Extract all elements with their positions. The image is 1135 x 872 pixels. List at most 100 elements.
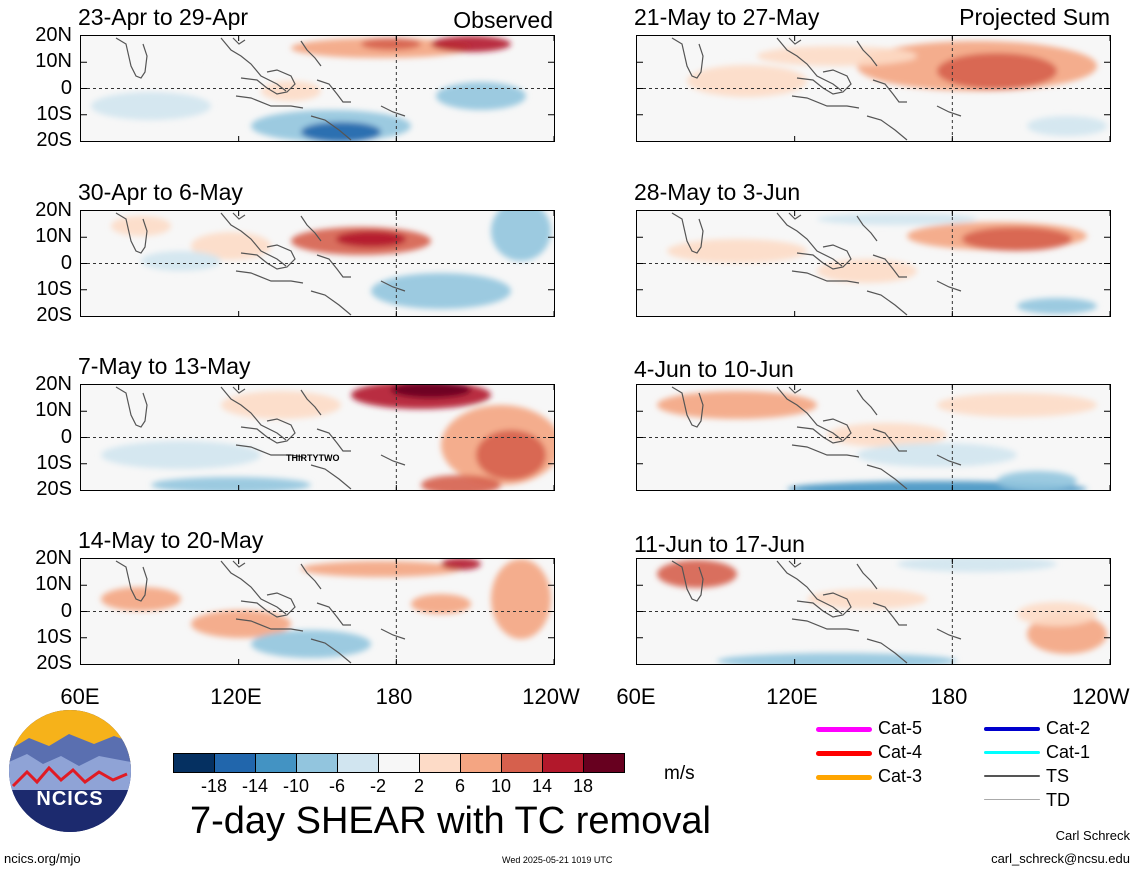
coastline (788, 37, 802, 45)
panel-tag: Projected Sum (959, 4, 1110, 30)
coastline (310, 638, 352, 664)
shear-field-region (491, 211, 551, 261)
lat-label: 10S (36, 451, 72, 474)
coastline (936, 105, 962, 117)
coastline (791, 444, 860, 458)
panel-title: 4-Jun to 10-Jun (634, 356, 794, 382)
shear-field-region (717, 653, 957, 664)
coastline (300, 563, 322, 590)
legend-label: Cat-5 (878, 718, 923, 738)
shear-field-region (441, 559, 481, 570)
shear-field-region (817, 213, 977, 225)
coastline (316, 428, 351, 452)
lat-label: 10S (36, 277, 72, 300)
shear-field-region (411, 594, 471, 614)
coastline (936, 280, 962, 292)
shear-field-region (191, 610, 291, 638)
coastline (310, 115, 352, 141)
coastline (316, 602, 351, 626)
coastline (796, 592, 852, 618)
coastline (856, 40, 878, 67)
colorbar-tick-label: 6 (454, 776, 465, 796)
shear-field-region (336, 231, 406, 247)
coastline (380, 280, 406, 292)
legend-swatch (816, 775, 872, 780)
coastline (220, 386, 287, 441)
coastline (220, 560, 287, 615)
lon-label: 180 (375, 684, 413, 709)
ncics-logo: NCICS (9, 710, 131, 832)
colorbar-swatch (214, 753, 256, 773)
panel-map (636, 35, 1111, 142)
coastline (776, 560, 843, 615)
shear-field-region (151, 477, 311, 490)
colorbar-tick-label: 10 (490, 776, 512, 796)
coastline (796, 244, 852, 270)
shear-field-region (361, 38, 421, 50)
colorbar-swatch (337, 753, 379, 773)
coastline (240, 244, 296, 270)
colorbar-tick-label: 14 (531, 776, 553, 796)
coastline (380, 628, 406, 640)
coastline (115, 560, 148, 602)
shear-field-region (1017, 602, 1097, 626)
coastline (872, 602, 907, 626)
shear-field-region (151, 69, 271, 93)
coastline (235, 270, 304, 284)
panel-map (80, 210, 555, 317)
coastline (310, 290, 352, 316)
coastline (872, 254, 907, 278)
coastline (232, 37, 246, 45)
coastline (380, 105, 406, 117)
coastline (115, 37, 148, 79)
shear-field-region (301, 561, 461, 577)
panel-title: 7-May to 13-May (78, 353, 251, 379)
footer-url: ncics.org/mjo (4, 851, 81, 866)
lat-label: 0 (60, 251, 72, 274)
panel-map (636, 558, 1111, 665)
colorbar-tick-label: -10 (282, 776, 309, 796)
lon-label: 120W (522, 684, 580, 709)
coastline (791, 95, 860, 109)
panel-title: 28-May to 3-Jun (634, 179, 801, 205)
shear-field-region (421, 475, 501, 490)
panel-title: 14-May to 20-May (78, 527, 264, 553)
shear-field-region (491, 559, 551, 639)
legend-label: Cat-2 (1046, 718, 1091, 738)
shear-field-region (111, 216, 171, 236)
panel-title: 11-Jun to 17-Jun (634, 531, 805, 557)
legend-swatch (984, 751, 1040, 754)
coastline (796, 418, 852, 444)
colorbar-tick-label: -18 (200, 776, 227, 796)
coastline (235, 618, 304, 632)
shear-field-region (1017, 298, 1097, 314)
shear-field-region (657, 560, 737, 588)
shear-field-region (261, 81, 321, 101)
lat-label: 0 (60, 425, 72, 448)
coastline (788, 560, 802, 568)
panel-map: THIRTYTWO (80, 384, 555, 491)
coastline (240, 418, 296, 444)
coastline (316, 79, 351, 103)
coastline (866, 638, 908, 664)
shear-field-region (91, 92, 211, 120)
logo-text: NCICS (36, 788, 104, 810)
coastline (220, 212, 287, 267)
coastline (872, 79, 907, 103)
panel-map (636, 210, 1111, 317)
lon-label: 120E (766, 684, 818, 709)
footer-email: carl_schreck@ncsu.edu (991, 851, 1130, 866)
footer-timestamp: Wed 2025-05-21 1019 UTC (502, 855, 613, 865)
coastline (671, 560, 704, 602)
colorbar-swatch (255, 753, 297, 773)
lon-label: 180 (930, 684, 968, 709)
colorbar-swatch (378, 753, 420, 773)
legend-label: TS (1046, 766, 1070, 786)
shear-field-region (817, 259, 917, 283)
legend-swatch (816, 727, 872, 732)
shear-field-region (937, 53, 1057, 89)
lon-label: 120W (1072, 686, 1130, 708)
lat-label: 20N (35, 199, 72, 221)
colorbar-swatch (296, 753, 338, 773)
lat-label: 20S (36, 129, 72, 151)
